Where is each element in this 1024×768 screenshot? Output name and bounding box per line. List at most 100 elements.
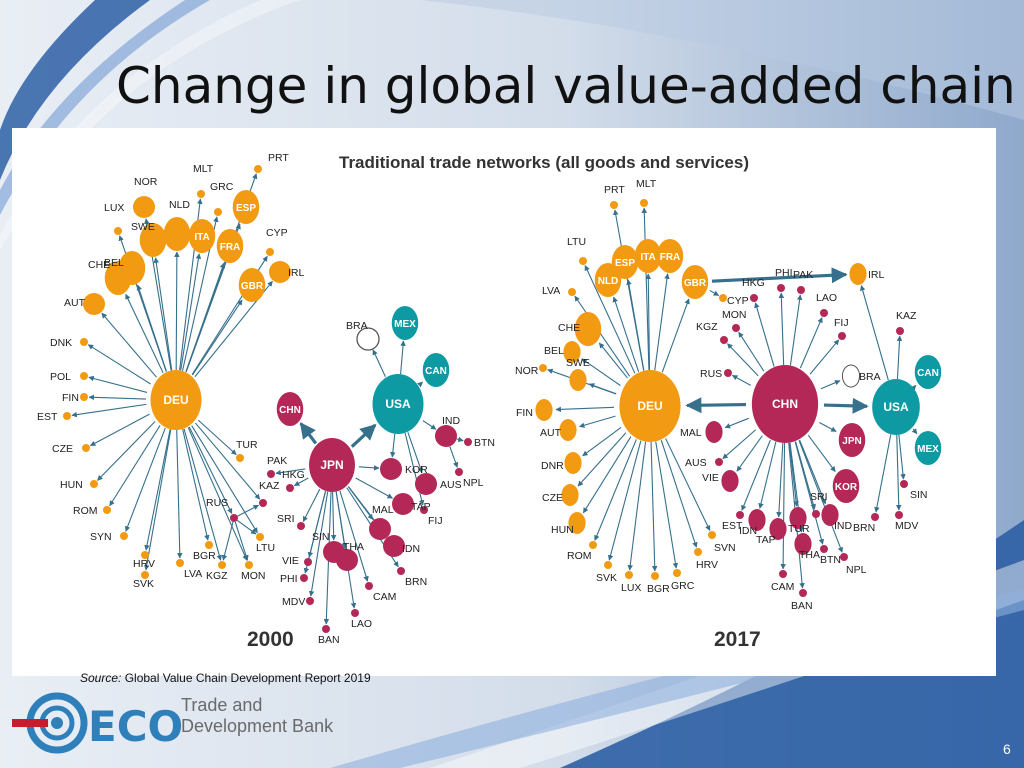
node-label-2000-est: EST: [37, 411, 58, 423]
node-label-2000-nor: NOR: [134, 176, 158, 188]
node-2000-grc: [214, 208, 222, 216]
node-2017-vie: [721, 470, 739, 492]
node-label-2017-lva: LVA: [542, 285, 560, 297]
node-label-2000-chn: CHN: [279, 405, 301, 416]
node-label-2017-irl: IRL: [868, 269, 885, 281]
node-label-2000-bgr: BGR: [193, 550, 216, 562]
node-label-2017-dnr: DNR: [541, 460, 564, 472]
node-label-2000-pol: POL: [50, 371, 71, 383]
edge-2000-jpn-mdv: [308, 491, 329, 597]
edge-2017-deu-grc: [655, 441, 679, 569]
edge-2017-deu-dnr: [582, 426, 622, 457]
node-2017-lao: [820, 309, 828, 317]
edge-2000-rus-mon: [234, 521, 249, 561]
node-label-2000-tha: THA: [343, 541, 364, 553]
edge-2017-deu-lva: [574, 295, 631, 377]
node-label-2017-svn: SVN: [714, 542, 736, 554]
node-label-2000-ltu: LTU: [256, 542, 275, 554]
edge-2000-usa-mex: [400, 340, 406, 375]
node-2017-jpn: [838, 423, 866, 457]
node-2017-tur: [789, 507, 807, 529]
node-2017-bgr: [651, 572, 659, 580]
node-label-2017-kaz: KAZ: [896, 310, 917, 322]
node-label-2017-vie: VIE: [702, 472, 719, 484]
link-2000-jpn-chn: [299, 422, 318, 445]
edge-2000-usa-fij: [404, 433, 425, 506]
node-2000-ban: [322, 625, 330, 633]
edge-2000-deu-est: [71, 403, 147, 418]
node-2017-rus: [724, 369, 732, 377]
node-label-2017-prt: PRT: [604, 184, 625, 196]
edge-2017-chn-phi: [778, 292, 785, 366]
edge-2017-deu-fin: [555, 406, 615, 413]
edge-2000-ind-npl: [449, 446, 459, 468]
node-2000-irl: [269, 261, 291, 283]
node-2017-swe: [569, 369, 587, 391]
node-label-2000-vie: VIE: [282, 555, 299, 567]
node-2000-cyp: [266, 248, 274, 256]
node-2000-lux: [114, 227, 122, 235]
node-label-2017-sin: SIN: [910, 489, 928, 501]
edge-2000-deu-che: [125, 293, 164, 374]
edge-2000-jpn-sin: [330, 491, 337, 541]
edge-2017-deu-gbr: [661, 298, 690, 373]
node-label-2000-rus: RUS: [206, 497, 228, 509]
node-2000-lva: [176, 559, 184, 567]
node-label-2000-sri: SRI: [277, 513, 295, 525]
node-label-2017-ita: ITA: [640, 252, 655, 263]
edge-2017-usa-mdv: [895, 434, 902, 511]
node-2000-prt: [254, 165, 262, 173]
edge-2000-deu-lva: [176, 429, 183, 559]
node-label-2017-ban: BAN: [791, 600, 813, 612]
node-2000-fra: [216, 229, 244, 263]
node-label-2000-fin: FIN: [62, 392, 79, 404]
edge-2017-chn-est: [741, 439, 771, 511]
node-label-2000-cyp: CYP: [266, 227, 288, 239]
year-label-2017: 2017: [714, 628, 761, 651]
node-label-2017-lao: LAO: [816, 292, 837, 304]
node-2000-ltu: [256, 533, 264, 541]
edge-2017-deu-hun: [582, 436, 632, 514]
node-label-2000-tap: TAP: [411, 501, 431, 513]
edge-2017-deu-svk: [607, 440, 642, 561]
node-2017-cam: [779, 570, 787, 578]
edge-2017-chn-idn: [758, 441, 777, 509]
node-2000-tap: [392, 493, 414, 515]
slide-title: Change in global value-added chain: [116, 57, 1016, 115]
node-2017-che: [574, 312, 602, 346]
node-2000-hkg: [286, 484, 294, 492]
node-2000-dnk: [80, 338, 88, 346]
edge-2017-chn-cam: [780, 442, 786, 570]
node-label-2017-bgr: BGR: [647, 583, 670, 595]
node-label-2000-usa: USA: [385, 397, 411, 411]
source-label: Source:: [80, 671, 122, 685]
edge-2000-deu-cze: [89, 413, 150, 447]
node-label-2000-grc: GRC: [210, 181, 234, 193]
edge-2017-chn-btn: [794, 441, 825, 545]
edge-2017-deu-bel: [581, 358, 621, 386]
node-2017-dnr: [564, 452, 582, 474]
eco-name-line-2: Development Bank: [181, 716, 334, 736]
source-text: Global Value Chain Development Report 20…: [121, 671, 371, 685]
node-2000-swe: [139, 223, 167, 257]
node-2017-irl: [849, 263, 867, 285]
edge-2000-usa-ind: [422, 420, 437, 430]
node-label-2000-cam: CAM: [373, 591, 396, 603]
edge-2000-deu-ita: [180, 253, 202, 371]
node-2000-sri: [297, 522, 305, 530]
edge-2017-chn-fij: [809, 339, 840, 375]
edge-2000-deu-syn: [124, 427, 166, 532]
node-label-2017-est: EST: [722, 520, 743, 532]
node-label-2000-irl: IRL: [288, 267, 305, 279]
node-2000-hrv: [141, 551, 149, 559]
node-2017-can: [914, 355, 942, 389]
node-label-2000-hkg: HKG: [282, 469, 305, 481]
edge-2017-deu-ltu: [584, 265, 636, 374]
node-2000-aus: [415, 473, 437, 495]
edge-2000-deu-bgr: [182, 429, 210, 541]
node-2017-bel: [563, 341, 581, 363]
edge-2017-chn-bra: [820, 380, 841, 390]
node-2017-ltu: [579, 257, 587, 265]
edge-2017-chn-kgz: [727, 343, 759, 377]
edge-2017-deu-lux: [627, 441, 647, 571]
